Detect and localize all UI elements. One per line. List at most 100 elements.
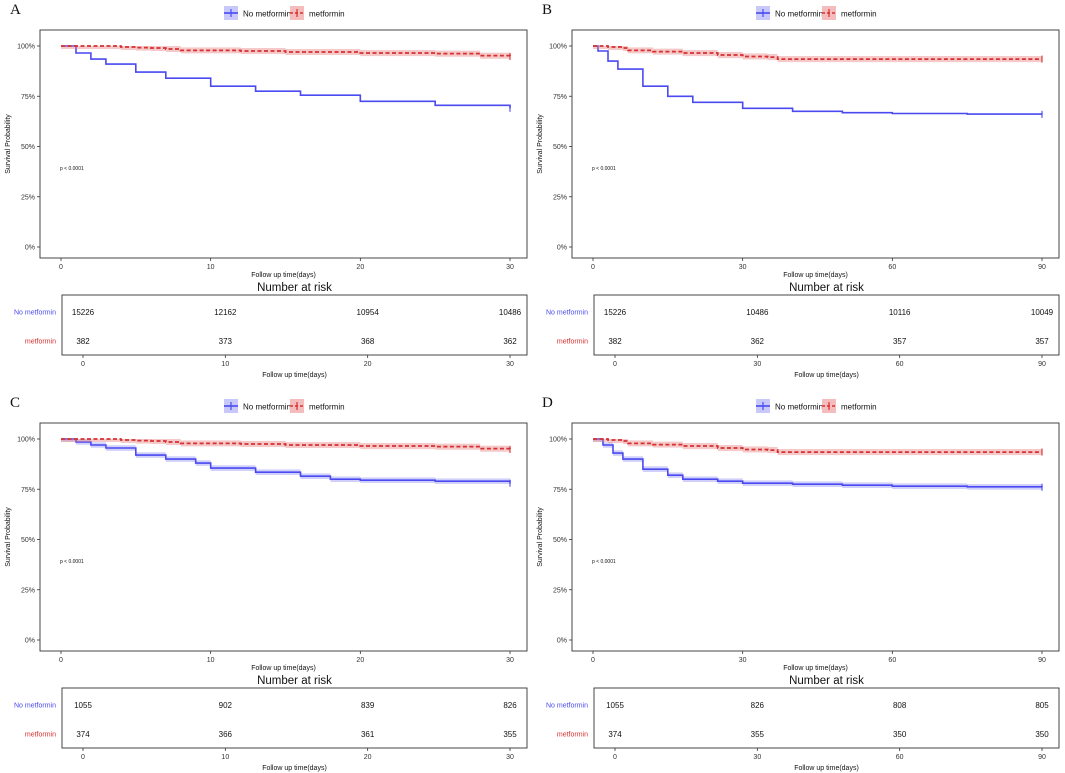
risk-table-title: Number at risk <box>257 675 332 687</box>
x-axis-label: Follow up time(days) <box>251 665 316 672</box>
ci-band-no-metformin <box>593 439 1042 491</box>
risk-count: 374 <box>76 730 90 739</box>
panel-b: B No metformin metformin 0% 25% 50% 75% 100% 0 30… <box>537 2 1060 379</box>
y-tick-label: 50% <box>553 537 567 544</box>
curve-no-metformin <box>61 438 511 484</box>
y-tick-label: 0% <box>25 245 35 252</box>
risk-row-label: No metformin <box>14 310 56 317</box>
risk-count: 826 <box>751 701 765 710</box>
panel-d: D No metformin metformin 0% 25% 50% 75% 100% 0 30… <box>537 395 1060 772</box>
y-axis-label: Survival Probability <box>537 114 544 174</box>
risk-count: 15226 <box>72 308 95 317</box>
risk-row-label: metformin <box>557 339 588 346</box>
p-value-annotation: p < 0.0001 <box>60 559 84 565</box>
panel-a: A No metformin metformin 0% 25% 50% 75% 100% 0 10… <box>5 2 528 379</box>
risk-count: 357 <box>893 337 907 346</box>
legend-label: No metformin <box>775 403 823 412</box>
plot-frame <box>571 29 1060 259</box>
risk-x-tick-label: 90 <box>1038 754 1046 761</box>
risk-count: 808 <box>893 701 907 710</box>
ci-band-metformin <box>593 46 1042 63</box>
risk-count: 10954 <box>357 308 380 317</box>
panel-letter: C <box>10 395 20 411</box>
y-tick-label: 50% <box>21 144 35 151</box>
risk-count: 10486 <box>746 308 769 317</box>
legend-label: No metformin <box>243 10 291 19</box>
x-tick-label: 10 <box>207 264 215 271</box>
risk-row-label: No metformin <box>546 703 588 710</box>
panel-letter: B <box>542 2 552 18</box>
risk-table-title: Number at risk <box>257 282 332 294</box>
risk-x-tick-label: 0 <box>81 754 85 761</box>
ci-band-metformin <box>593 439 1042 456</box>
p-value-annotation: p < 0.0001 <box>592 166 616 172</box>
risk-x-tick-label: 30 <box>506 754 514 761</box>
legend-label: No metformin <box>243 403 291 412</box>
y-tick-label: 75% <box>21 94 35 101</box>
risk-count: 1055 <box>606 701 624 710</box>
y-tick-label: 100% <box>549 437 567 444</box>
x-tick-label: 30 <box>506 264 514 271</box>
risk-count: 826 <box>503 701 517 710</box>
x-tick-label: 90 <box>1038 264 1046 271</box>
risk-count: 350 <box>893 730 907 739</box>
y-tick-label: 100% <box>549 44 567 51</box>
y-tick-label: 25% <box>21 194 35 201</box>
y-tick-label: 75% <box>553 487 567 494</box>
y-tick-label: 25% <box>553 587 567 594</box>
curve-no-metformin <box>593 438 1043 488</box>
x-tick-label: 10 <box>207 657 215 664</box>
x-tick-label: 20 <box>356 264 364 271</box>
y-tick-label: 25% <box>21 587 35 594</box>
risk-count: 15226 <box>604 308 627 317</box>
y-tick-label: 0% <box>25 638 35 645</box>
y-axis-label: Survival Probability <box>5 114 12 174</box>
risk-count: 10116 <box>889 308 911 317</box>
x-tick-label: 90 <box>1038 657 1046 664</box>
legend: No metformin metformin <box>224 399 345 413</box>
risk-count: 10049 <box>1031 308 1054 317</box>
risk-table-title: Number at risk <box>789 282 864 294</box>
plot-frame <box>39 29 528 259</box>
risk-count: 357 <box>1035 337 1049 346</box>
p-value-annotation: p < 0.0001 <box>60 166 84 172</box>
plot-frame <box>39 422 528 652</box>
curve-metformin <box>61 45 511 57</box>
x-tick-label: 0 <box>591 264 595 271</box>
plot-frame <box>571 422 1060 652</box>
risk-count: 1055 <box>74 701 92 710</box>
x-tick-label: 30 <box>506 657 514 664</box>
y-tick-label: 75% <box>553 94 567 101</box>
curve-metformin <box>593 438 1042 453</box>
risk-count: 366 <box>219 730 233 739</box>
panel-letter: D <box>542 395 553 411</box>
risk-row-label: metformin <box>25 339 56 346</box>
risk-count: 382 <box>608 337 622 346</box>
risk-row-label: No metformin <box>546 310 588 317</box>
curve-no-metformin <box>593 45 1043 115</box>
curve-metformin <box>593 45 1042 60</box>
x-tick-label: 30 <box>739 264 747 271</box>
risk-count: 382 <box>76 337 90 346</box>
risk-count: 362 <box>751 337 765 346</box>
legend-label: metformin <box>841 403 877 412</box>
risk-x-tick-label: 30 <box>753 754 761 761</box>
risk-count: 374 <box>608 730 622 739</box>
y-axis-label: Survival Probability <box>537 507 544 567</box>
risk-x-tick-label: 0 <box>613 361 617 368</box>
risk-count: 373 <box>219 337 233 346</box>
y-tick-label: 100% <box>17 437 35 444</box>
risk-x-tick-label: 10 <box>221 754 229 761</box>
risk-count: 355 <box>503 730 517 739</box>
y-tick-label: 100% <box>17 44 35 51</box>
risk-count: 839 <box>361 701 375 710</box>
curve-no-metformin <box>61 45 511 109</box>
y-tick-label: 0% <box>557 245 567 252</box>
risk-x-tick-label: 60 <box>896 361 904 368</box>
risk-count: 12162 <box>214 308 237 317</box>
panel-c: C No metformin metformin 0% 25% 50% 75% 100% 0 10… <box>5 395 528 772</box>
y-tick-label: 50% <box>553 144 567 151</box>
legend: No metformin metformin <box>756 6 877 20</box>
risk-count: 805 <box>1035 701 1049 710</box>
